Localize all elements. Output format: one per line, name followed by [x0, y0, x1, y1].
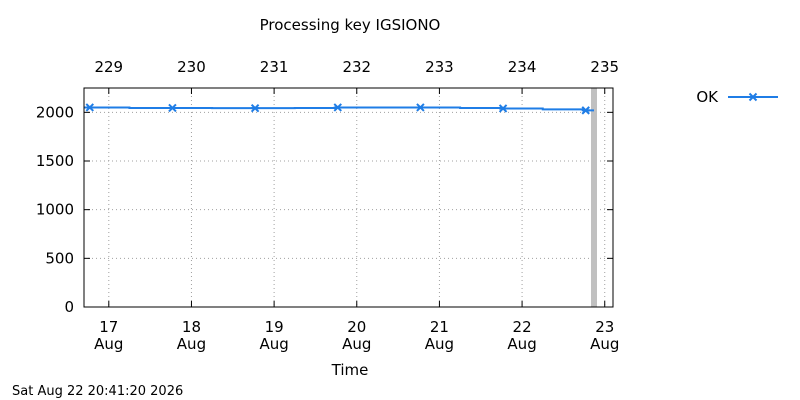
chart-title: Processing key IGSIONO	[260, 16, 441, 34]
data-point-marker	[250, 103, 260, 113]
top-x-tick-label: 233	[425, 58, 454, 76]
current-time-bar-group	[590, 88, 597, 307]
x-tick-label-day: 23	[595, 318, 614, 336]
x-tick-label-month: Aug	[342, 335, 371, 353]
data-point-marker	[416, 103, 425, 112]
top-x-tick-label: 229	[94, 58, 123, 76]
top-x-tick-label: 232	[342, 58, 371, 76]
top-x-tick-label: 231	[260, 58, 289, 76]
data-point-marker	[581, 106, 590, 115]
x-axis-top: 229 230 231 232 233 234 235	[94, 58, 619, 94]
x-tick-label-month: Aug	[259, 335, 288, 353]
top-x-tick-label: 235	[590, 58, 619, 76]
footer-timestamp: Sat Aug 22 20:41:20 2026	[12, 384, 183, 399]
y-tick-label: 2000	[36, 103, 74, 121]
x-tick-label-day: 18	[182, 318, 201, 336]
data-point-marker	[168, 103, 177, 113]
x-tick-label-day: 19	[265, 318, 284, 336]
legend: OK	[696, 88, 778, 106]
legend-label-ok: OK	[696, 88, 719, 106]
grid-lines	[84, 88, 613, 307]
y-tick-label: 500	[45, 249, 74, 267]
x-tick-label-month: Aug	[425, 335, 454, 353]
x-tick-label-day: 21	[430, 318, 449, 336]
top-x-tick-label: 234	[508, 58, 537, 76]
x-tick-label-day: 17	[99, 318, 118, 336]
x-tick-label-day: 20	[347, 318, 366, 336]
top-x-tick-label: 230	[177, 58, 206, 76]
data-point-marker	[85, 103, 94, 112]
current-time-bar	[590, 88, 597, 307]
x-tick-label-month: Aug	[177, 335, 206, 353]
y-tick-label: 0	[64, 298, 74, 316]
y-tick-label: 1000	[36, 201, 74, 219]
x-tick-label-month: Aug	[507, 335, 536, 353]
x-axis-title: Time	[331, 361, 369, 379]
x-tick-label-month: Aug	[590, 335, 619, 353]
plot-frame	[83, 87, 614, 308]
y-tick-label: 1500	[36, 152, 74, 170]
series-group	[84, 103, 594, 115]
legend-marker-ok	[748, 92, 758, 102]
x-tick-label-day: 22	[513, 318, 532, 336]
data-point-marker	[498, 104, 508, 113]
series-line-ok	[84, 106, 594, 112]
x-tick-label-month: Aug	[94, 335, 123, 353]
data-point-marker	[333, 103, 342, 112]
y-axis: 0 500 1000 1500 2000	[36, 103, 613, 316]
